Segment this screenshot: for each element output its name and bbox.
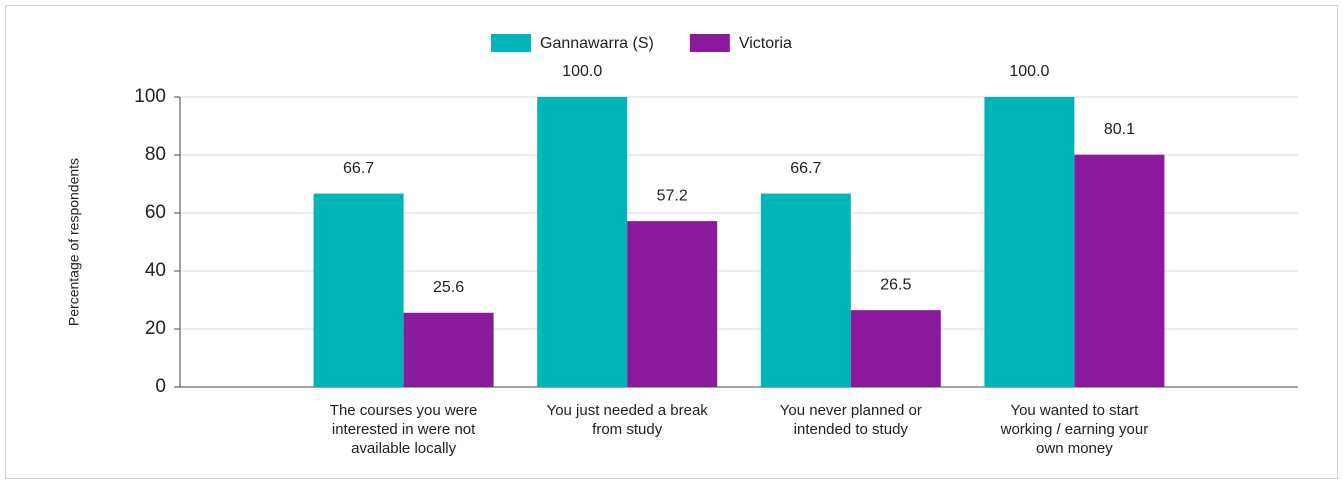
value-label: 66.7 <box>790 160 821 177</box>
legend-swatch <box>689 34 730 52</box>
value-label: 66.7 <box>343 160 374 177</box>
y-tick-label: 100 <box>134 86 166 107</box>
x-tick-label: The courses you were interested in were n… <box>330 402 478 457</box>
y-tick-label: 60 <box>145 202 166 223</box>
value-label: 25.6 <box>433 279 464 296</box>
x-tick-label: You wanted to start working / earning you… <box>1000 402 1149 457</box>
bar <box>850 310 941 387</box>
y-axis-label: Percentage of respondents <box>66 158 82 326</box>
legend-swatch <box>491 34 531 52</box>
value-label: 100.0 <box>562 63 602 80</box>
frame <box>5 5 1338 479</box>
x-tick-label: You never planned or intended to study <box>780 402 922 438</box>
x-tick-label: You just needed a break from study <box>547 402 709 438</box>
y-tick-label: 80 <box>145 144 166 165</box>
value-label: 57.2 <box>657 187 688 204</box>
bar <box>760 193 851 387</box>
y-tick-label: 40 <box>145 260 166 281</box>
bar <box>537 97 628 387</box>
bar <box>984 97 1075 387</box>
bar <box>313 193 404 387</box>
bar <box>1074 154 1165 387</box>
value-label: 80.1 <box>1104 121 1135 138</box>
legend-label: Victoria <box>739 35 792 52</box>
value-label: 100.0 <box>1009 63 1049 80</box>
legend-label: Gannawarra (S) <box>540 35 654 52</box>
value-label: 26.5 <box>880 276 911 293</box>
y-tick-label: 0 <box>155 376 166 397</box>
bar <box>403 312 494 387</box>
y-tick-label: 20 <box>145 318 166 339</box>
bar <box>627 221 718 387</box>
